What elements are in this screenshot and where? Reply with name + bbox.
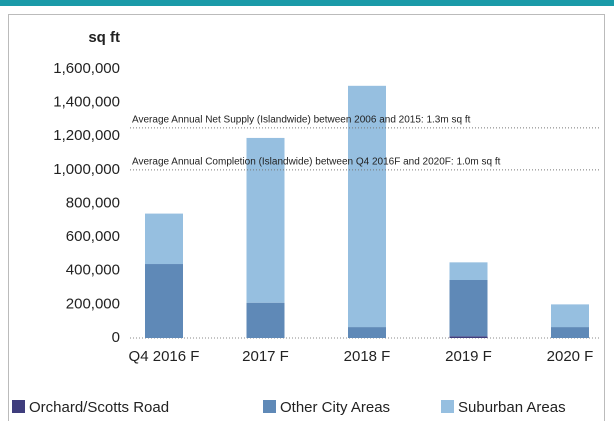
y-tick-label: 800,000: [66, 194, 120, 211]
x-tick-label: 2019 F: [445, 348, 492, 365]
y-tick-label: 400,000: [66, 262, 120, 279]
reference-label: Average Annual Net Supply (Islandwide) b…: [132, 114, 471, 125]
x-tick-label: Q4 2016 F: [129, 348, 200, 365]
bar-segment: [348, 85, 386, 328]
chart-frame: [8, 14, 605, 421]
bar-segment: [551, 327, 589, 338]
y-tick-label: 200,000: [66, 295, 120, 312]
x-tick-label: 2017 F: [242, 348, 289, 365]
bar-segment: [551, 304, 589, 328]
y-tick-label: 0: [112, 329, 120, 346]
bar-segment: [449, 262, 488, 280]
x-tick-label: 2020 F: [547, 348, 594, 365]
legend-swatch: [12, 400, 25, 413]
y-tick-label: 1,400,000: [53, 94, 120, 111]
y-tick-label: 1,000,000: [53, 161, 120, 178]
legend-swatch: [263, 400, 276, 413]
bar-segment: [145, 213, 183, 265]
bar-segment: [449, 279, 488, 337]
y-tick-label: 600,000: [66, 228, 120, 245]
y-tick-label: 1,200,000: [53, 127, 120, 144]
bar-segment: [348, 327, 386, 338]
bar-segment: [246, 137, 285, 303]
legend-label: Other City Areas: [280, 399, 390, 416]
bar-segment: [449, 336, 488, 338]
legend-swatch: [441, 400, 454, 413]
y-axis-label: sq ft: [88, 29, 120, 46]
bar-segment: [246, 302, 285, 338]
legend-label: Orchard/Scotts Road: [29, 399, 169, 416]
reference-label: Average Annual Completion (Islandwide) b…: [132, 157, 501, 168]
header-strip: [0, 0, 614, 6]
bar-segment: [145, 264, 183, 338]
y-tick-label: 1,600,000: [53, 60, 120, 77]
legend-label: Suburban Areas: [458, 399, 566, 416]
x-tick-label: 2018 F: [344, 348, 391, 365]
